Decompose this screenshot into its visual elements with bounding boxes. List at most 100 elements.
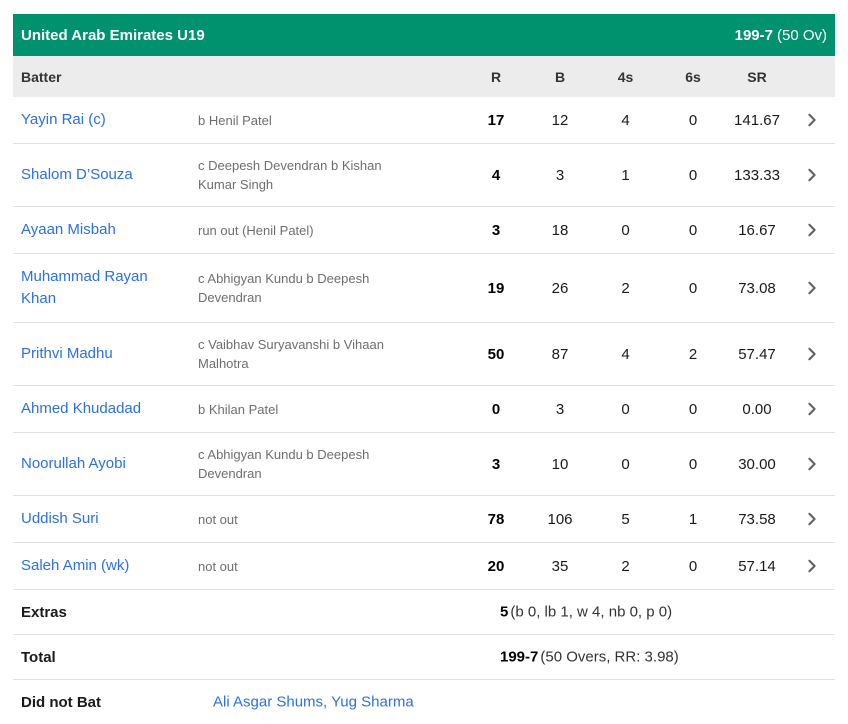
column-header-balls: B [554,68,566,85]
fours-value: 1 [621,166,630,184]
dismissal-text: b Khilan Patel [198,401,279,417]
dismissal-text: c Abhigyan Kundu b Deepesh Devendran [198,447,370,481]
chevron-right-icon[interactable] [805,402,819,416]
sixes-value: 0 [688,455,698,473]
sixes-value: 0 [688,166,698,184]
batter-row[interactable]: Uddish Suri not out 78 106 5 1 73.58 [13,496,835,543]
expand-cell [788,557,835,575]
fours-value: 2 [621,279,630,297]
extras-row: Extras 5 (b 0, lb 1, w 4, nb 0, p 0) [13,590,835,635]
batter-name-cell: Noorullah Ayobi [13,453,198,475]
batter-name-link[interactable]: Shalom D’Souza [21,166,133,183]
balls-value: 26 [551,279,569,297]
expand-cell [788,279,835,297]
batter-name-link[interactable]: Ayaan Misbah [21,221,116,238]
runs-value: 20 [487,557,505,575]
batter-name-link[interactable]: Noorullah Ayobi [21,455,126,472]
extras-value: 5 (b 0, lb 1, w 4, nb 0, p 0) [500,604,672,621]
batter-name-cell: Prithvi Madhu [13,343,198,365]
fours-value: 5 [621,510,630,528]
fours-value: 2 [621,557,630,575]
balls-value: 12 [551,111,569,129]
dismissal-text: b Henil Patel [198,112,272,128]
did-not-bat-players-link[interactable]: Ali Asgar Shums, Yug Sharma [213,693,414,711]
expand-cell [788,400,835,418]
team-score-runs: 199-7 [734,26,773,44]
did-not-bat-row: Did not Bat Ali Asgar Shums, Yug Sharma [13,680,835,724]
batter-name-link[interactable]: Muhammad Rayan Khan [21,268,148,307]
batter-row[interactable]: Noorullah Ayobi c Abhigyan Kundu b Deepe… [13,433,835,496]
batter-name-link[interactable]: Prithvi Madhu [21,345,113,362]
dismissal-text: not out [198,558,238,574]
expand-cell [788,510,835,528]
batter-name-link[interactable]: Saleh Amin (wk) [21,557,130,574]
fours-value: 0 [621,455,630,473]
innings-scorecard: United Arab Emirates U19 199-7 (50 Ov) Ba… [13,14,835,724]
balls-value: 18 [551,221,569,239]
batter-name-cell: Yayin Rai (c) [13,109,198,131]
runs-value: 3 [491,221,501,239]
batter-name-link[interactable]: Ahmed Khudadad [21,400,142,417]
total-row: Total 199-7 (50 Overs, RR: 3.98) [13,635,835,680]
dismissal-text: c Abhigyan Kundu b Deepesh Devendran [198,271,370,305]
dismissal-text: run out (Henil Patel) [198,222,314,238]
batter-name-cell: Uddish Suri [13,508,198,530]
runs-value: 78 [487,510,505,528]
batter-name-link[interactable]: Uddish Suri [21,510,99,527]
batter-row[interactable]: Saleh Amin (wk) not out 20 35 2 0 57.14 [13,543,835,590]
strike-rate-value: 57.47 [738,345,776,363]
strike-rate-value: 57.14 [738,557,776,575]
batter-row[interactable]: Ahmed Khudadad b Khilan Patel 0 3 0 0 0.… [13,386,835,433]
extras-label: Extras [21,603,67,621]
strike-rate-value: 0.00 [742,400,772,418]
chevron-right-icon[interactable] [805,168,819,182]
expand-cell [788,111,835,129]
strike-rate-value: 133.33 [734,166,780,184]
chevron-right-icon[interactable] [805,223,819,237]
runs-value: 0 [491,400,501,418]
team-score-overs: (50 Ov) [776,26,827,44]
batter-row[interactable]: Shalom D’Souza c Deepesh Devendran b Kis… [13,144,835,207]
column-header-fours: 4s [617,68,634,85]
table-header-row: Batter R B 4s 6s SR [13,56,835,97]
chevron-right-icon[interactable] [805,347,819,361]
runs-value: 4 [491,166,501,184]
runs-value: 19 [487,279,505,297]
batter-name-cell: Saleh Amin (wk) [13,555,198,577]
dismissal-text: c Vaibhav Suryavanshi b Vihaan Malhotra [198,337,384,371]
column-header-strike-rate: SR [747,68,767,85]
sixes-value: 0 [688,221,698,239]
sixes-value: 0 [688,111,698,129]
expand-cell [788,221,835,239]
balls-value: 106 [547,510,573,528]
balls-value: 10 [551,455,569,473]
chevron-right-icon[interactable] [805,281,819,295]
expand-cell [788,166,835,184]
batter-row[interactable]: Prithvi Madhu c Vaibhav Suryavanshi b Vi… [13,323,835,386]
fours-value: 0 [621,400,630,418]
batter-name-link[interactable]: Yayin Rai (c) [21,111,106,128]
fours-value: 0 [621,221,630,239]
strike-rate-value: 73.08 [738,279,776,297]
batter-row[interactable]: Yayin Rai (c) b Henil Patel 17 12 4 0 14… [13,97,835,144]
did-not-bat-label: Did not Bat [21,693,101,711]
runs-value: 50 [487,345,505,363]
fours-value: 4 [621,111,630,129]
strike-rate-value: 73.58 [738,510,776,528]
column-header-batter: Batter [21,68,62,85]
runs-value: 17 [487,111,505,129]
batter-name-cell: Ayaan Misbah [13,219,198,241]
column-header-runs: R [490,68,502,85]
batter-row[interactable]: Ayaan Misbah run out (Henil Patel) 3 18 … [13,207,835,254]
sixes-value: 0 [688,279,698,297]
chevron-right-icon[interactable] [805,113,819,127]
chevron-right-icon[interactable] [805,559,819,573]
strike-rate-value: 16.67 [738,221,776,239]
dismissal-text: c Deepesh Devendran b Kishan Kumar Singh [198,158,382,192]
chevron-right-icon[interactable] [805,457,819,471]
total-score: 199-7 [500,648,539,666]
balls-value: 3 [555,166,565,184]
sixes-value: 0 [688,400,698,418]
chevron-right-icon[interactable] [805,512,819,526]
batter-row[interactable]: Muhammad Rayan Khan c Abhigyan Kundu b D… [13,254,835,323]
